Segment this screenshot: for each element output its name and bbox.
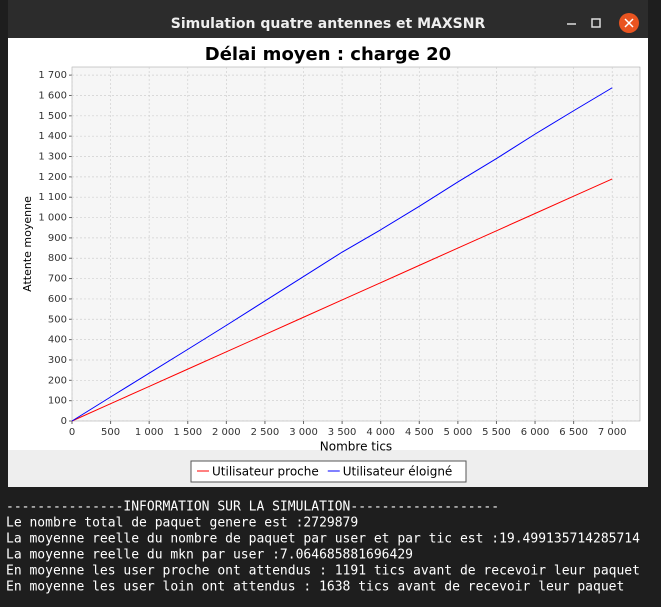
y-axis-label: Attente moyenne: [21, 196, 34, 292]
y-tick-label: 800: [48, 253, 67, 264]
legend-label: Utilisateur éloigné: [343, 465, 453, 479]
x-tick-label: 3 500: [328, 427, 357, 438]
console-line: Le nombre total de paquet genere est :27…: [6, 516, 358, 531]
series-line: [71, 87, 613, 422]
legend-label: Utilisateur proche: [212, 465, 319, 479]
close-icon: [624, 18, 634, 28]
y-tick-label: 1 700: [38, 70, 67, 81]
x-tick-label: 1 500: [173, 427, 202, 438]
x-tick-label: 1 000: [135, 427, 164, 438]
x-tick-label: 6 000: [521, 427, 550, 438]
maximize-button[interactable]: [591, 18, 601, 28]
y-tick-label: 1 100: [38, 192, 67, 203]
x-tick-label: 5 000: [444, 427, 473, 438]
console-line: ---------------INFORMATION SUR LA SIMULA…: [6, 500, 499, 515]
y-tick-label: 900: [48, 233, 67, 244]
chart-title: Délai moyen : charge 20: [205, 44, 451, 65]
window-title: Simulation quatre antennes et MAXSNR: [171, 16, 486, 32]
y-tick-label: 500: [48, 314, 67, 325]
x-tick-label: 5 500: [482, 427, 511, 438]
y-tick-label: 1 400: [38, 131, 67, 142]
x-tick-label: 500: [101, 427, 120, 438]
y-tick-label: 300: [48, 355, 67, 366]
console-line: En moyenne les user proche ont attendus …: [6, 564, 640, 579]
y-tick-label: 1 300: [38, 152, 67, 163]
series-line: [71, 178, 613, 422]
x-tick-label: 4 000: [366, 427, 395, 438]
y-tick-label: 1 500: [38, 111, 67, 122]
y-tick-label: 100: [48, 396, 67, 407]
console-line: La moyenne reelle du mkn par user :7.064…: [6, 548, 413, 563]
y-tick-label: 200: [48, 375, 67, 386]
y-tick-label: 1 000: [38, 213, 67, 224]
x-tick-label: 7 000: [598, 427, 627, 438]
console-line: La moyenne reelle du nombre de paquet pa…: [6, 532, 640, 547]
x-tick-label: 0: [69, 427, 75, 438]
x-tick-label: 2 000: [212, 427, 241, 438]
title-bar: [8, 0, 648, 38]
x-tick-label: 2 500: [251, 427, 280, 438]
y-tick-label: 1 200: [38, 172, 67, 183]
x-tick-label: 6 500: [559, 427, 588, 438]
x-tick-label: 3 000: [289, 427, 318, 438]
y-tick-label: 400: [48, 335, 67, 346]
console: ---------------INFORMATION SUR LA SIMULA…: [6, 500, 640, 595]
y-tick-label: 0: [61, 416, 67, 427]
x-tick-label: 4 500: [405, 427, 434, 438]
y-tick-label: 700: [48, 274, 67, 285]
x-axis-label: Nombre tics: [320, 440, 392, 454]
console-line: En moyenne les user loin ont attendus : …: [6, 580, 624, 595]
y-tick-label: 1 600: [38, 90, 67, 101]
y-tick-label: 600: [48, 294, 67, 305]
